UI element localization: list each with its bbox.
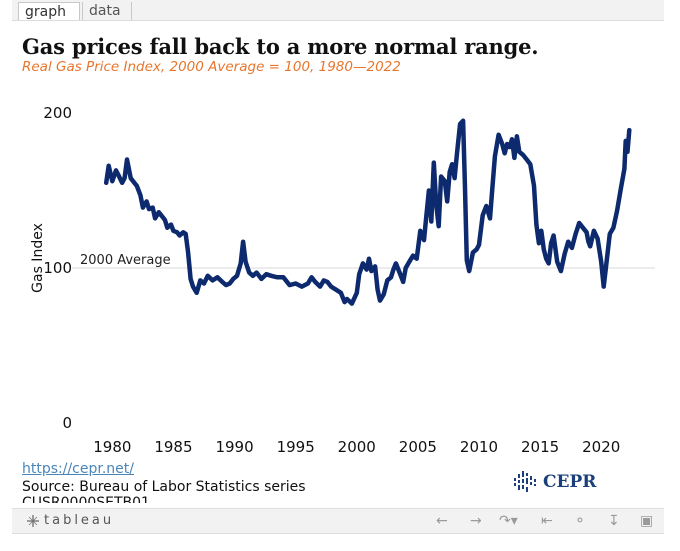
revert-icon[interactable]: ↷▾ — [499, 513, 518, 529]
y-tick-label: 100 — [43, 259, 72, 277]
x-tick-label: 2015 — [521, 438, 559, 456]
x-tick-label: 1995 — [277, 438, 315, 456]
x-tick-label: 1985 — [154, 438, 192, 456]
view-tabs: graph data — [12, 0, 664, 21]
y-axis-label: Gas Index — [30, 223, 46, 293]
redo-icon[interactable]: → — [470, 513, 482, 529]
x-tick-label: 2010 — [460, 438, 498, 456]
reset-icon[interactable]: ⇤ — [541, 513, 553, 529]
tableau-logo-icon — [27, 514, 39, 527]
y-tick-label: 0 — [62, 414, 72, 432]
x-tick-label: 1990 — [215, 438, 253, 456]
undo-icon[interactable]: ← — [436, 513, 448, 529]
reference-line-label: 2000 Average — [80, 253, 171, 268]
source-link[interactable]: https://cepr.net/ — [22, 461, 134, 477]
tab-data[interactable]: data — [82, 2, 132, 20]
chart: 2000 Average 0 100 200 1980 1985 1990 1995 2000 2… — [30, 104, 655, 456]
chart-title: Gas prices fall back to a more normal ra… — [22, 34, 539, 59]
y-tick-label: 200 — [43, 104, 72, 122]
share-icon[interactable]: ⚬ — [574, 513, 586, 529]
fullscreen-icon[interactable]: ▣ — [640, 513, 654, 529]
download-icon[interactable]: ↧ — [608, 513, 620, 529]
chart-subtitle: Real Gas Price Index, 2000 Average = 100… — [22, 59, 401, 75]
x-tick-label: 2005 — [399, 438, 437, 456]
x-tick-label: 2020 — [582, 438, 620, 456]
source-text: Source: Bureau of Labor Statistics serie… — [22, 479, 306, 495]
tableau-brand[interactable]: tableau — [26, 513, 114, 528]
cepr-logo-icon — [514, 471, 536, 492]
x-tick-label: 1980 — [93, 438, 131, 456]
source-series-id: CUSR0000SETB01 — [22, 496, 150, 503]
series-line — [103, 118, 632, 306]
tableau-toolbar: tableau ← → ↷▾ ⇤ ⚬ ↧ ▣ — [12, 508, 664, 534]
tableau-label: tableau — [44, 513, 115, 528]
cepr-logo[interactable]: CEPR — [513, 468, 596, 496]
logo-name: CEPR — [543, 472, 597, 492]
x-tick-label: 2000 — [338, 438, 376, 456]
tab-graph[interactable]: graph — [18, 2, 80, 20]
